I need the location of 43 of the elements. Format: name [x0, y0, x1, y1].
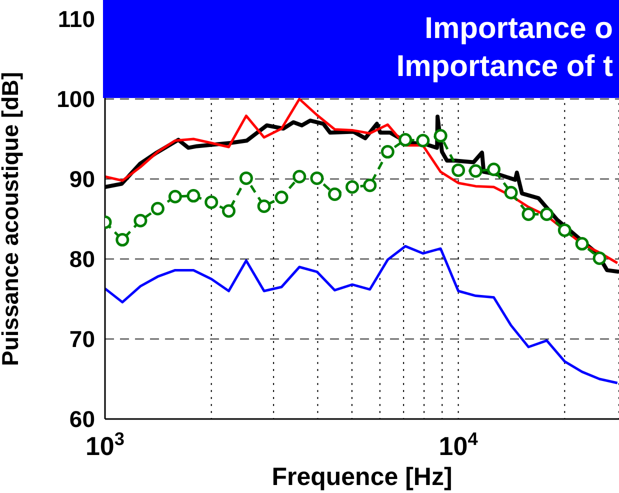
y-tick-label: 100	[56, 86, 95, 112]
y-tick-label: 70	[69, 326, 95, 352]
point	[134, 214, 148, 228]
point	[487, 162, 501, 176]
y-tick-label: 60	[69, 406, 95, 432]
point	[116, 233, 130, 247]
x-tick-label: 10$^{4}$	[438, 429, 479, 461]
point	[274, 190, 288, 204]
point	[380, 145, 394, 159]
title-banner: Importance o Importance of t	[103, 0, 619, 98]
annotation: Importance o	[424, 11, 613, 47]
point	[222, 204, 236, 218]
point	[328, 187, 342, 201]
point	[310, 171, 324, 185]
point	[186, 189, 200, 203]
point	[592, 251, 606, 265]
point	[452, 163, 466, 177]
point	[504, 186, 518, 200]
annotation: Importance of t	[395, 49, 613, 85]
line-series	[105, 244, 619, 384]
point	[558, 223, 572, 237]
point	[575, 237, 589, 251]
point	[292, 170, 306, 184]
point	[150, 202, 164, 216]
x-axis-title: Frequence [Hz]	[272, 463, 452, 491]
point	[398, 133, 412, 147]
point	[468, 164, 482, 178]
point	[434, 129, 448, 143]
point	[168, 190, 182, 204]
x-tick-label: 10$^{3}$	[85, 429, 125, 461]
point	[416, 134, 430, 148]
line-series	[105, 98, 619, 264]
y-tick-label: 80	[69, 246, 95, 272]
point	[204, 195, 218, 209]
point	[239, 171, 253, 185]
point	[346, 180, 360, 194]
y-tick-label: 90	[69, 166, 95, 192]
point	[540, 207, 554, 221]
point	[257, 199, 271, 213]
point	[522, 207, 536, 221]
point	[363, 178, 377, 192]
y-axis-title: Puissance acoustique [dB]	[0, 72, 24, 366]
y-tick-label: 110	[58, 6, 95, 32]
